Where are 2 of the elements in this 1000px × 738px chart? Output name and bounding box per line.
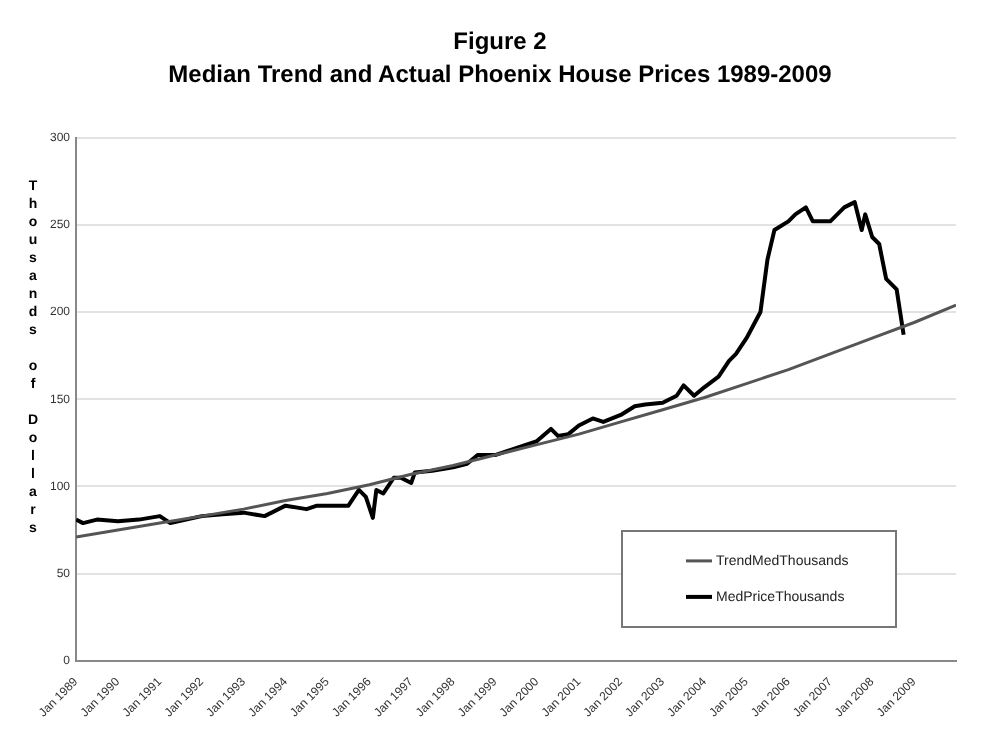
chart-title: Figure 2 [453, 27, 548, 56]
chart-subtitle: Median Trend and Actual Phoenix House Prices 1989-2009 [168, 59, 833, 88]
